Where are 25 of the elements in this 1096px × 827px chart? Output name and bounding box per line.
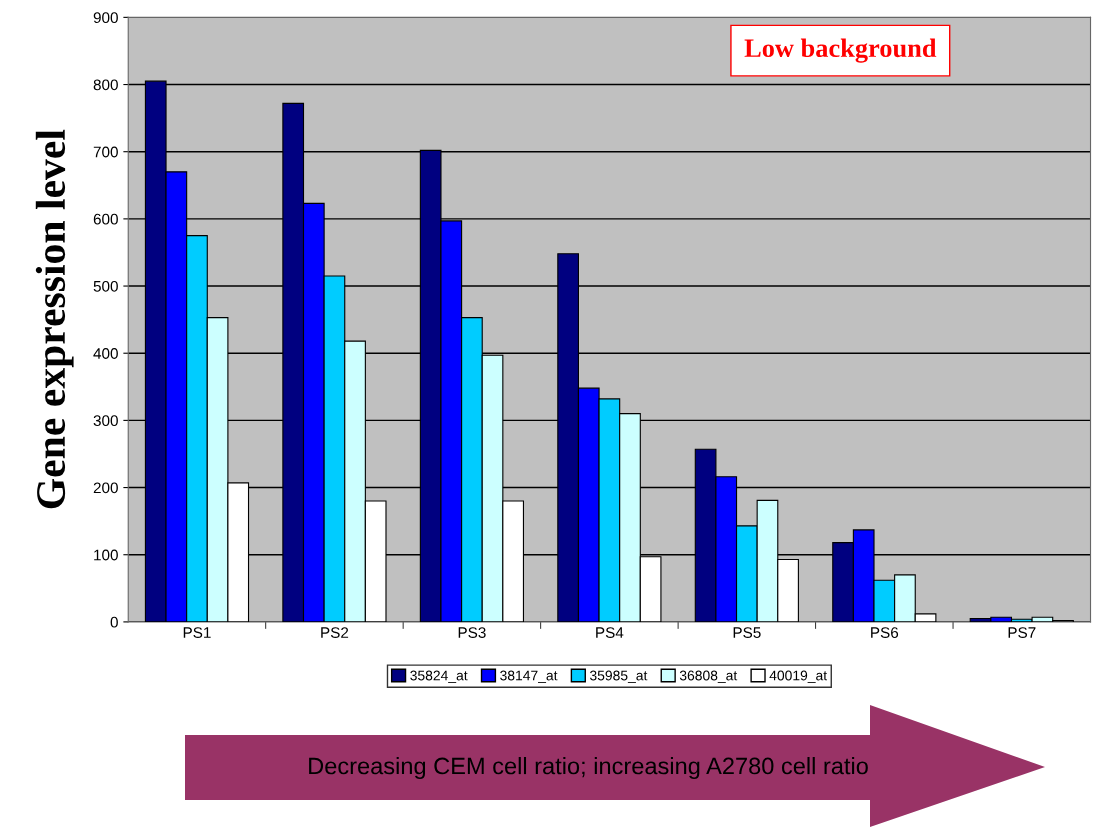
- y-tick-label: 900: [93, 12, 118, 24]
- x-tick-label: PS2: [321, 627, 349, 638]
- x-tick-label: PS3: [458, 627, 486, 638]
- y-tick-label: 500: [93, 280, 118, 292]
- y-tick-label: 100: [94, 549, 118, 561]
- legend-label: 35824_at: [410, 670, 468, 684]
- y-tick-label: 800: [93, 79, 118, 91]
- y-tick-label: 700: [93, 146, 118, 158]
- y-tick-label: 400: [93, 348, 118, 359]
- y-tick-label: 0: [110, 616, 118, 628]
- y-axis-title: Gene expression level: [35, 129, 74, 509]
- y-tick-label: 300: [93, 415, 118, 427]
- y-tick-label: 200: [93, 482, 118, 494]
- x-tick-label: PS1: [183, 627, 211, 638]
- legend-label: 36808_at: [679, 670, 738, 684]
- x-tick-label: PS4: [596, 627, 624, 638]
- annotation: Low background: [744, 38, 937, 63]
- x-tick-label: PS5: [733, 627, 761, 638]
- text: Decreasing CEM cell ratio; increasing A2780 cell ratio: [309, 756, 868, 780]
- x-tick-label: PS7: [1008, 627, 1036, 638]
- legend-label: 35985_at: [589, 670, 648, 684]
- legend-label: 40019_at: [769, 670, 827, 684]
- legend-label: 38147_at: [500, 670, 558, 684]
- y-tick-label: 600: [93, 213, 118, 225]
- x-tick-label: PS6: [871, 627, 899, 638]
